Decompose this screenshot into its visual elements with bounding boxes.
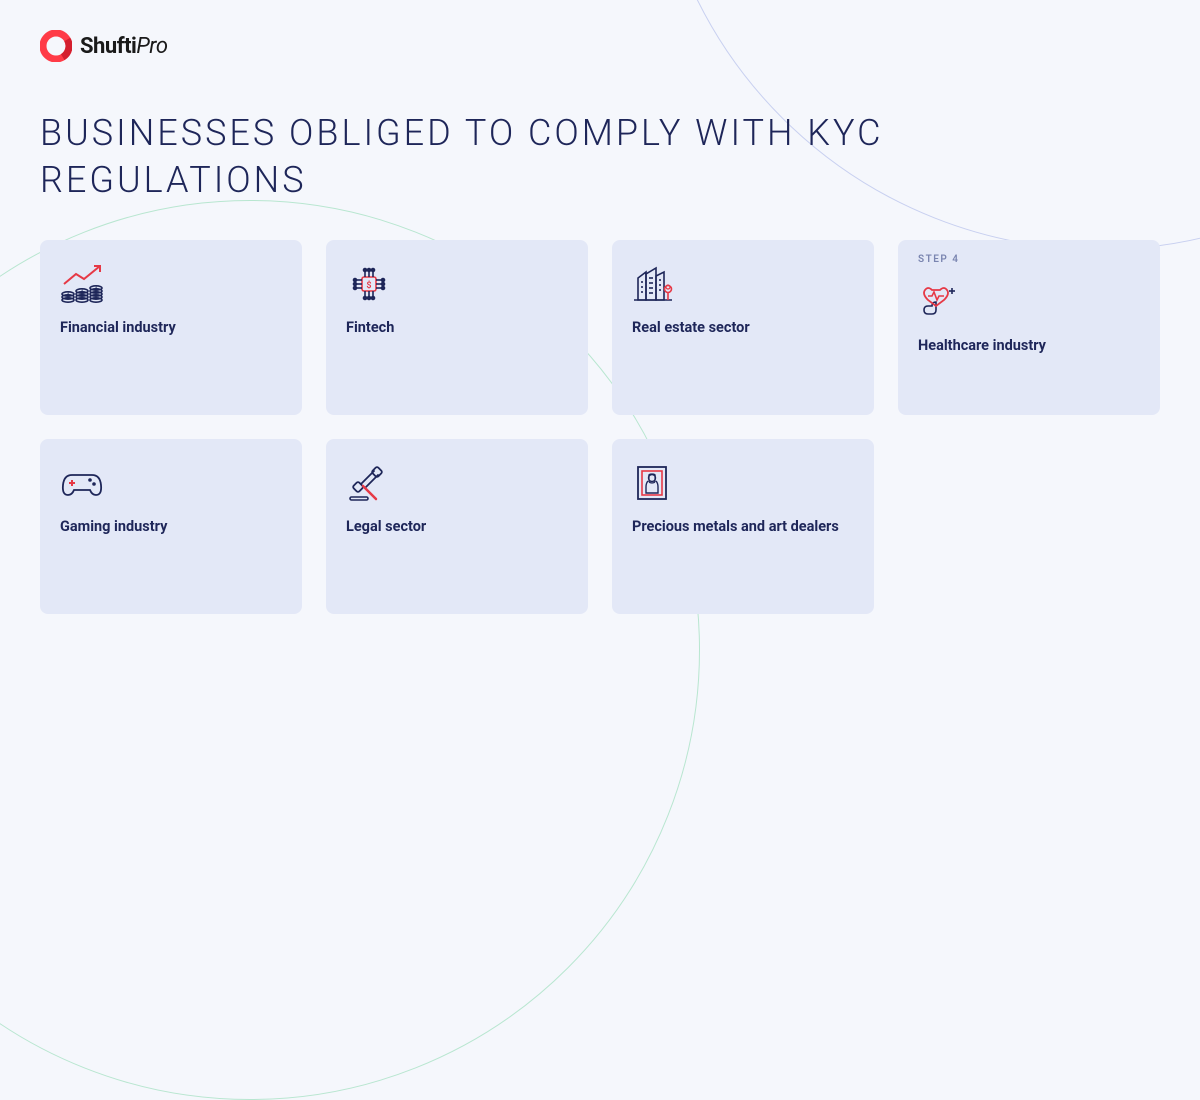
brand-logo: ShuftiPro (40, 30, 168, 62)
realestate-icon (632, 264, 678, 304)
card-art: Precious metals and art dealers (612, 439, 874, 614)
step-label: STEP 4 (918, 254, 960, 265)
card-healthcare: STEP 4 Healthcare industry (898, 240, 1160, 415)
healthcare-icon (918, 282, 964, 322)
card-fintech: $ Fintech (326, 240, 588, 415)
logo-text: ShuftiPro (80, 34, 168, 59)
card-label: Real estate sector (632, 318, 854, 338)
card-label: Legal sector (346, 517, 568, 537)
legal-icon (346, 463, 392, 503)
card-gaming: Gaming industry (40, 439, 302, 614)
financial-icon: $ $ $ (60, 264, 106, 304)
card-label: Healthcare industry (918, 336, 1140, 356)
cards-grid: $ $ $ Financial industry $ (40, 240, 1160, 614)
art-icon (632, 463, 678, 503)
fintech-icon: $ (346, 264, 392, 304)
page-title: BUSINESSES OBLIGED TO COMPLY WITH KYC RE… (40, 110, 940, 204)
gaming-icon (60, 463, 106, 503)
svg-text:$: $ (366, 280, 371, 291)
card-label: Fintech (346, 318, 568, 338)
card-label: Precious metals and art dealers (632, 517, 854, 537)
card-realestate: Real estate sector (612, 240, 874, 415)
card-label: Gaming industry (60, 517, 282, 537)
card-label: Financial industry (60, 318, 282, 338)
logo-mark-icon (40, 30, 72, 62)
card-legal: Legal sector (326, 439, 588, 614)
card-financial: $ $ $ Financial industry (40, 240, 302, 415)
